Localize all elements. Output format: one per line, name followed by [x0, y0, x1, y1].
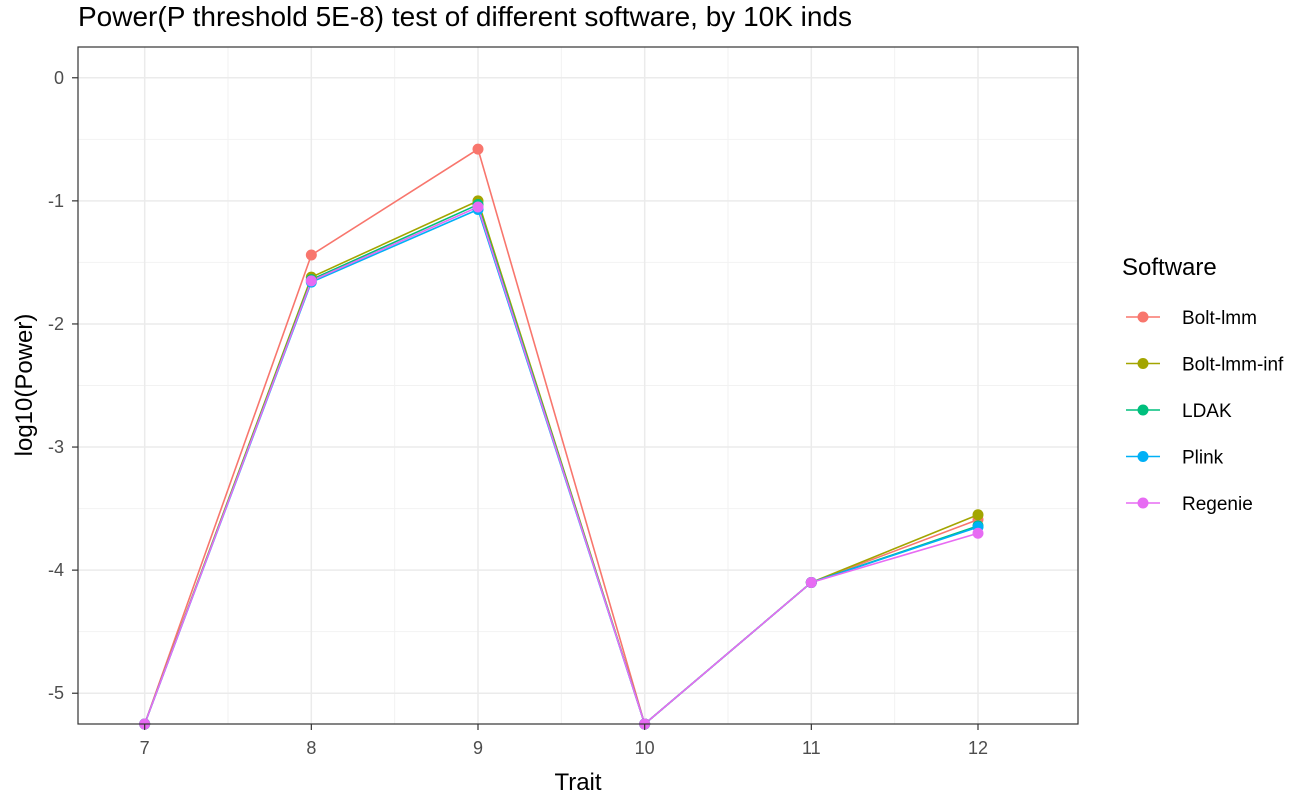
legend-key-point	[1137, 311, 1149, 323]
data-point-bolt-lmm	[305, 249, 317, 261]
x-axis: 7 8 9 10 11 12	[140, 724, 988, 758]
x-tick-label: 10	[635, 738, 655, 758]
legend-title: Software	[1122, 254, 1217, 281]
x-tick-label: 9	[473, 738, 483, 758]
legend-key-point	[1137, 497, 1149, 509]
legend-key-point	[1137, 358, 1149, 369]
legend-items: Bolt-lmm Bolt-lmm-inf LDAK Plink Regenie	[1126, 308, 1284, 515]
series-line-regenie	[143, 205, 979, 726]
data-point-regenie	[305, 275, 317, 287]
x-tick-label: 8	[306, 738, 316, 758]
legend-label: Plink	[1182, 448, 1224, 469]
y-tick-label: 0	[54, 68, 64, 88]
legend-item-plink: Plink	[1126, 448, 1224, 469]
y-axis: 0 -1 -2 -3 -4 -5	[48, 68, 78, 703]
plot-border	[77, 46, 1079, 725]
legend-label: LDAK	[1182, 401, 1232, 422]
grid-minor	[78, 47, 1078, 724]
legend-item-regenie: Regenie	[1126, 494, 1253, 515]
data-point-regenie	[972, 527, 984, 539]
legend-key-point	[1137, 451, 1149, 462]
y-axis-title: log10(Power)	[11, 314, 38, 457]
y-tick-label: -4	[48, 560, 64, 580]
y-tick-label: -2	[48, 314, 64, 334]
data-point-regenie	[805, 576, 817, 588]
x-tick-label: 11	[802, 738, 821, 758]
legend-label: Bolt-lmm-inf	[1182, 355, 1284, 376]
y-tick-label: -1	[48, 191, 64, 211]
data-point-bolt-lmm-inf	[972, 509, 984, 521]
x-axis-title: Trait	[554, 769, 601, 796]
legend-item-bolt-lmm-inf: Bolt-lmm-inf	[1126, 355, 1284, 376]
y-tick-label: -3	[48, 437, 64, 457]
x-tick-label: 7	[140, 738, 150, 758]
legend-item-bolt-lmm: Bolt-lmm	[1126, 308, 1257, 329]
legend-label: Regenie	[1182, 494, 1253, 515]
chart-title: Power(P threshold 5E-8) test of differen…	[78, 1, 852, 32]
y-tick-label: -5	[48, 683, 64, 703]
data-point-bolt-lmm	[472, 143, 484, 155]
legend-key-point	[1137, 404, 1149, 416]
grid-major	[78, 47, 1078, 724]
legend: Software Bolt-lmm Bolt-lmm-inf LDAK Plink Re…	[1122, 254, 1284, 515]
legend-item-ldak: LDAK	[1126, 401, 1232, 422]
legend-label: Bolt-lmm	[1182, 308, 1257, 329]
x-tick-label: 12	[968, 738, 988, 758]
data-point-regenie	[472, 201, 484, 213]
